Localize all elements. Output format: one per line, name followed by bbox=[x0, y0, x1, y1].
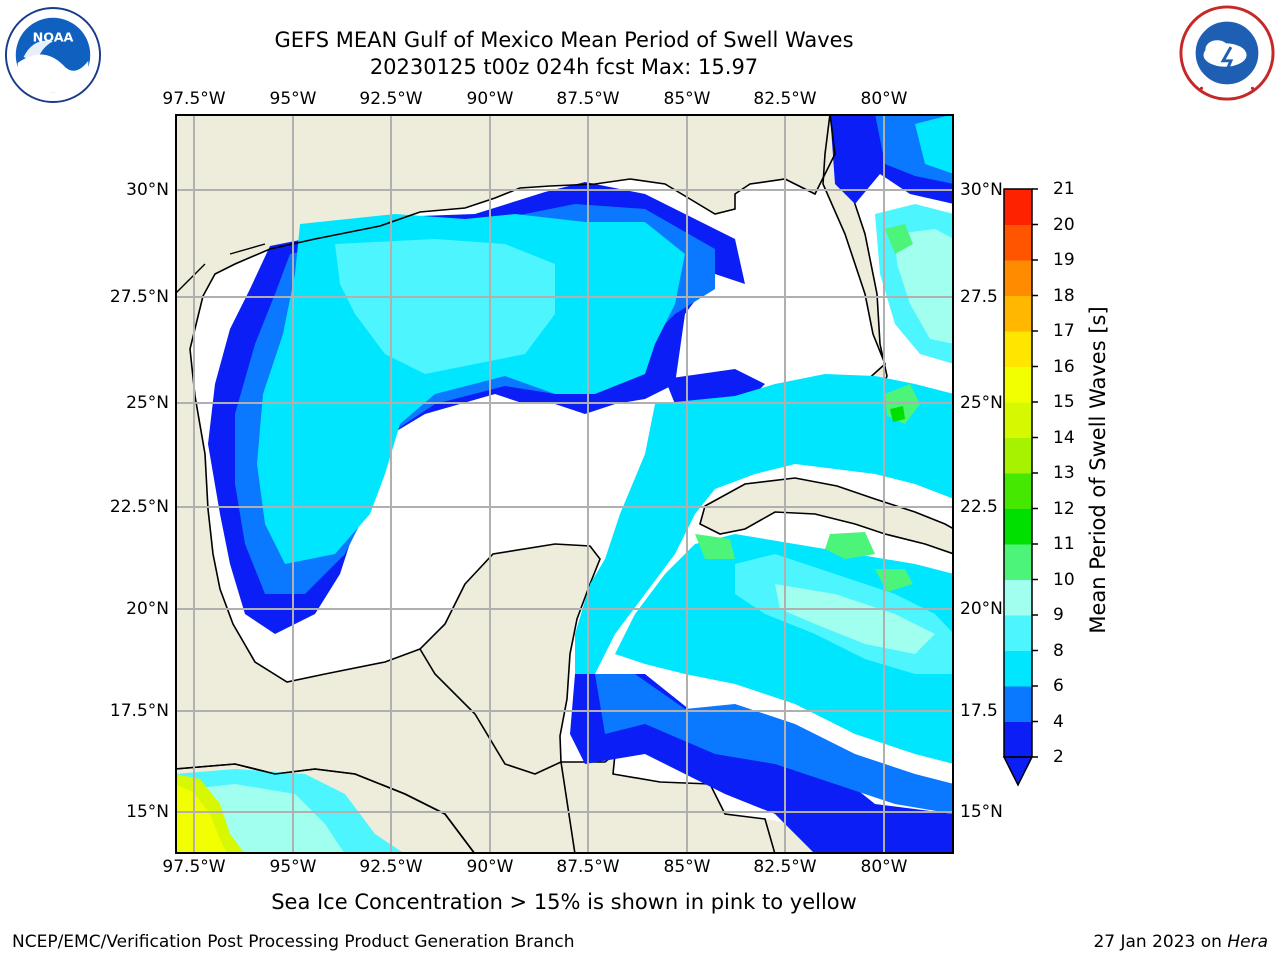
lat-label-right: 17.5 bbox=[960, 701, 998, 721]
colorbar-tick-label: 16 bbox=[1053, 356, 1075, 377]
footer-date-text: 27 Jan 2023 on bbox=[1093, 932, 1222, 952]
lon-label-bottom: 87.5°W bbox=[556, 857, 620, 877]
lon-label-top: 82.5°W bbox=[753, 89, 817, 109]
colorbar-tick-label: 9 bbox=[1053, 605, 1064, 625]
colorbar-tick-label: 2 bbox=[1053, 747, 1064, 767]
colorbar-segment bbox=[1004, 260, 1032, 296]
high-value-corner bbox=[175, 774, 245, 854]
colorbar-segment bbox=[1004, 473, 1032, 509]
lat-label-right: 15°N bbox=[960, 802, 1003, 822]
lon-label-top: 87.5°W bbox=[556, 89, 620, 109]
lon-label-bottom: 82.5°W bbox=[753, 857, 817, 877]
colorbar bbox=[1002, 188, 1038, 787]
colorbar-tick-label: 18 bbox=[1053, 285, 1075, 306]
chart-title: GEFS MEAN Gulf of Mexico Mean Period of … bbox=[274, 28, 854, 52]
cuba-land bbox=[699, 477, 954, 555]
colorbar-tick-label: 14 bbox=[1053, 427, 1075, 448]
colorbar-tick-label: 4 bbox=[1053, 711, 1064, 732]
footer-host: Hera bbox=[1227, 932, 1268, 952]
colorbar-segment bbox=[1004, 579, 1032, 616]
lat-label-right: 22.5 bbox=[960, 497, 998, 517]
colorbar-segment bbox=[1004, 331, 1032, 367]
lon-label-top: 97.5°W bbox=[162, 89, 226, 109]
colorbar-tick-label: 15 bbox=[1053, 392, 1075, 412]
lat-label-left: 22.5°N bbox=[109, 497, 169, 517]
swell-period-map bbox=[175, 114, 954, 854]
lat-label-right: 27.5 bbox=[960, 287, 998, 307]
colorbar-segment bbox=[1004, 721, 1032, 758]
footer-credit: NCEP/EMC/Verification Post Processing Pr… bbox=[12, 932, 575, 952]
noaa-logo: NOAA bbox=[4, 6, 102, 104]
lat-label-left: 30°N bbox=[126, 180, 169, 200]
colorbar-tick-label: 19 bbox=[1053, 250, 1075, 270]
lon-label-bottom: 85°W bbox=[663, 857, 711, 877]
lon-label-top: 85°W bbox=[663, 89, 711, 109]
lat-label-left: 25°N bbox=[126, 393, 169, 413]
colorbar-segment bbox=[1004, 650, 1032, 687]
lon-label-bottom: 90°W bbox=[466, 857, 514, 877]
colorbar-segment bbox=[1004, 224, 1032, 261]
colorbar-extend-arrow bbox=[1002, 756, 1034, 787]
lat-label-left: 20°N bbox=[126, 599, 169, 619]
lon-label-top: 95°W bbox=[269, 89, 317, 109]
lon-label-bottom: 95°W bbox=[269, 857, 317, 877]
lat-label-left: 17.5°N bbox=[109, 701, 169, 721]
map-frame bbox=[175, 114, 954, 854]
nws-logo bbox=[1179, 5, 1275, 101]
swell-band-9-10 bbox=[190, 229, 954, 854]
colorbar-segment bbox=[1004, 189, 1032, 225]
yucatan-land bbox=[418, 543, 601, 775]
lon-label-bottom: 80°W bbox=[860, 857, 908, 877]
footer-date: 27 Jan 2023 on Hera bbox=[1093, 932, 1268, 952]
colorbar-segment bbox=[1004, 544, 1032, 580]
colorbar-tick-label: 6 bbox=[1053, 676, 1064, 696]
colorbar-tick-label: 20 bbox=[1053, 214, 1075, 235]
colorbar-segment bbox=[1004, 402, 1032, 438]
chart-subtitle: 20230125 t00z 024h fcst Max: 15.97 bbox=[369, 55, 759, 79]
colorbar-segment bbox=[1004, 508, 1032, 545]
colorbar-tick-label: 21 bbox=[1053, 179, 1075, 199]
colorbar-tick-label: 8 bbox=[1053, 640, 1064, 661]
mexico-inland-line bbox=[175, 243, 266, 295]
map-gridlines bbox=[175, 114, 954, 854]
lon-label-top: 90°W bbox=[466, 89, 514, 109]
colorbar-tick-label: 10 bbox=[1053, 569, 1075, 590]
colorbar-segment bbox=[1004, 437, 1032, 474]
noaa-logo-text: NOAA bbox=[33, 30, 74, 45]
lat-label-left: 27.5°N bbox=[109, 287, 169, 307]
lon-label-top: 92.5°W bbox=[359, 89, 423, 109]
colorbar-tick-label: 17 bbox=[1053, 321, 1075, 341]
colorbar-tick-label: 13 bbox=[1053, 463, 1075, 483]
lon-label-bottom: 97.5°W bbox=[162, 857, 226, 877]
colorbar-tick-label: 12 bbox=[1053, 498, 1075, 519]
lat-label-right: 30°N bbox=[960, 180, 1003, 200]
colorbar-segment bbox=[1004, 686, 1032, 722]
lat-label-right: 20°N bbox=[960, 599, 1003, 619]
colorbar-tick-label: 11 bbox=[1053, 534, 1075, 554]
colorbar-segment bbox=[1004, 366, 1032, 403]
gulf-coastline bbox=[175, 114, 836, 854]
lon-label-bottom: 92.5°W bbox=[359, 857, 423, 877]
lon-label-top: 80°W bbox=[860, 89, 908, 109]
lat-label-right: 25°N bbox=[960, 393, 1003, 413]
colorbar-label: Mean Period of Swell Waves [s] bbox=[1086, 306, 1110, 634]
colorbar-segment bbox=[1004, 295, 1032, 332]
sea-ice-note: Sea Ice Concentration > 15% is shown in … bbox=[271, 890, 857, 914]
swell-band-11-12 bbox=[890, 406, 905, 422]
colorbar-segment bbox=[1004, 615, 1032, 651]
lat-label-left: 15°N bbox=[126, 802, 169, 822]
